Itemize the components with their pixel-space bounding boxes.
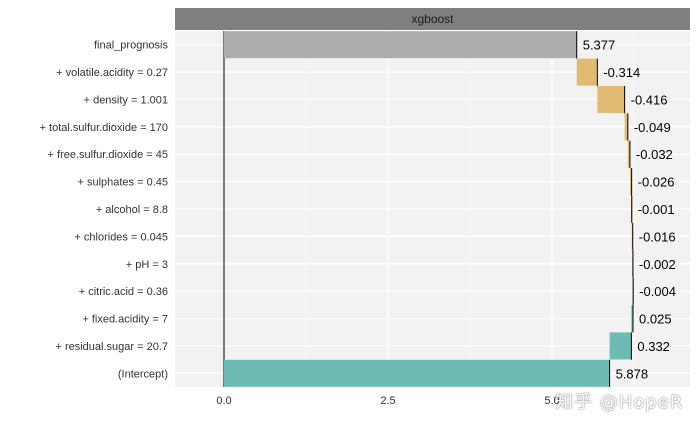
facet-strip-label: xgboost: [411, 12, 454, 26]
x-tick-label: 0.0: [216, 395, 231, 407]
value-label: 0.332: [637, 339, 670, 354]
category-label: + alcohol = 8.8: [96, 204, 168, 216]
value-label: -0.032: [636, 147, 673, 162]
value-label: -0.004: [639, 284, 676, 299]
facet-strip: [175, 8, 690, 30]
category-label: + chlorides = 0.045: [74, 231, 168, 243]
value-label: -0.026: [638, 175, 675, 190]
value-label: -0.416: [631, 92, 668, 107]
value-label: 5.377: [583, 38, 616, 53]
category-label: (Intercept): [118, 368, 168, 380]
bar: [597, 85, 625, 113]
bar: [224, 31, 577, 59]
value-label: 5.878: [616, 366, 649, 381]
bar: [631, 222, 633, 250]
value-label: 0.025: [639, 312, 672, 327]
category-label: + free.sulfur.dioxide = 45: [48, 149, 168, 161]
value-label: -0.314: [603, 65, 640, 80]
value-label: -0.049: [634, 120, 671, 135]
x-tick-label: 5.0: [544, 395, 559, 407]
value-label: -0.001: [638, 202, 675, 217]
category-label: + residual.sugar = 20.7: [55, 341, 168, 353]
bar: [609, 332, 632, 360]
bar: [624, 113, 628, 141]
bar: [576, 58, 598, 86]
value-label: -0.016: [639, 229, 676, 244]
category-label: + sulphates = 0.45: [77, 177, 168, 189]
category-label: + volatile.acidity = 0.27: [56, 67, 168, 79]
category-label: final_prognosis: [94, 40, 168, 52]
category-label: + total.sulfur.dioxide = 170: [40, 122, 168, 134]
bar: [224, 359, 610, 387]
value-label: -0.002: [639, 257, 676, 272]
category-label: + fixed.acidity = 7: [82, 314, 168, 326]
category-label: + citric.acid = 0.36: [79, 286, 168, 298]
bar: [629, 168, 632, 196]
category-label: + density = 1.001: [84, 94, 168, 106]
bar: [627, 140, 630, 168]
bar: [631, 305, 634, 333]
category-label: + pH = 3: [126, 259, 168, 271]
x-tick-label: 2.5: [380, 395, 395, 407]
